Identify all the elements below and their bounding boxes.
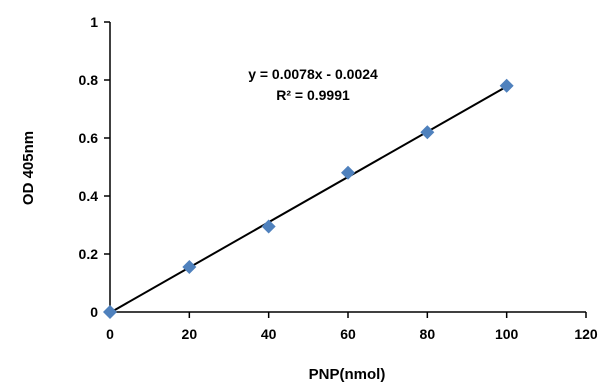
- x-tick-label: 20: [182, 326, 198, 342]
- data-points: [103, 78, 514, 319]
- x-axis: 0 20 40 60 80 100 120: [106, 311, 598, 342]
- x-tick-label: 60: [340, 326, 356, 342]
- y-axis-title: OD 405nm: [20, 131, 37, 205]
- x-tick-label: 0: [106, 326, 114, 342]
- y-tick-label: 0.4: [79, 188, 99, 204]
- data-point: [103, 305, 117, 319]
- trendline: [109, 85, 508, 314]
- x-tick-label: 120: [574, 326, 598, 342]
- x-tick-label: 100: [495, 326, 519, 342]
- y-tick-label: 0.6: [79, 130, 99, 146]
- trendline-equation: y = 0.0078x - 0.0024: [248, 66, 378, 82]
- y-tick-label: 0.2: [79, 246, 99, 262]
- data-point: [182, 260, 197, 275]
- trendline-layer: [109, 85, 508, 314]
- x-axis-title: PNP(nmol): [309, 366, 386, 383]
- y-tick-label: 0.8: [79, 72, 99, 88]
- data-point: [499, 78, 514, 93]
- r-squared-label: R² = 0.9991: [276, 87, 350, 103]
- x-tick-label: 80: [420, 326, 436, 342]
- y-tick-label: 0: [90, 304, 98, 320]
- data-point: [420, 125, 435, 140]
- data-point: [341, 165, 355, 180]
- x-tick-label: 40: [261, 326, 277, 342]
- y-tick-label: 1: [90, 14, 98, 30]
- y-axis: 0 0.2 0.4 0.6 0.8 1: [79, 14, 111, 320]
- data-point: [261, 219, 276, 234]
